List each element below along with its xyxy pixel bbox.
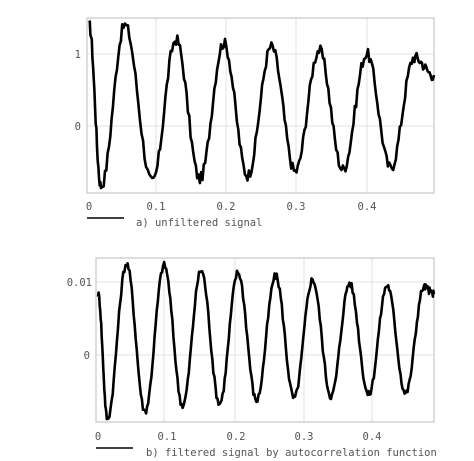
chart-b-x-tick-label: 0.3 (295, 431, 314, 443)
chart-b-x-tick-label: 0.2 (227, 431, 246, 443)
chart-a: 1 0 0 0.1 0.2 0.3 0.4 a) unfiltered sign… (75, 17, 436, 229)
chart-b-caption: b) filtered signal by autocorrelation fu… (146, 447, 437, 459)
chart-b-series-layer (96, 260, 436, 421)
chart-a-plot-frame (86, 17, 435, 194)
chart-a-y-tick-label: 0 (75, 121, 81, 133)
chart-a-series-line (88, 19, 436, 190)
chart-b-plot-frame (95, 257, 435, 423)
chart-a-x-tick-label: 0.1 (147, 201, 166, 213)
chart-a-x-tick-label: 0.3 (287, 201, 306, 213)
chart-b-x-tick-label: 0.1 (158, 431, 177, 443)
chart-a-caption: a) unfiltered signal (136, 217, 262, 229)
chart-a-x-tick-label: 0 (86, 201, 92, 213)
chart-b-x-tick-label: 0 (95, 431, 101, 443)
chart-a-x-tick-label: 0.2 (217, 201, 236, 213)
chart-b-y-tick-label: 0 (84, 350, 90, 362)
chart-b: 0.01 0 0 0.1 0.2 0.3 0.4 b) filtered sig… (67, 257, 437, 459)
chart-a-series-layer (88, 19, 436, 190)
chart-a-y-tick-label: 1 (75, 49, 81, 61)
chart-b-series-line (96, 260, 436, 421)
chart-b-x-tick-label: 0.4 (363, 431, 382, 443)
chart-b-y-tick-label: 0.01 (67, 277, 92, 289)
chart-a-x-tick-label: 0.4 (358, 201, 377, 213)
